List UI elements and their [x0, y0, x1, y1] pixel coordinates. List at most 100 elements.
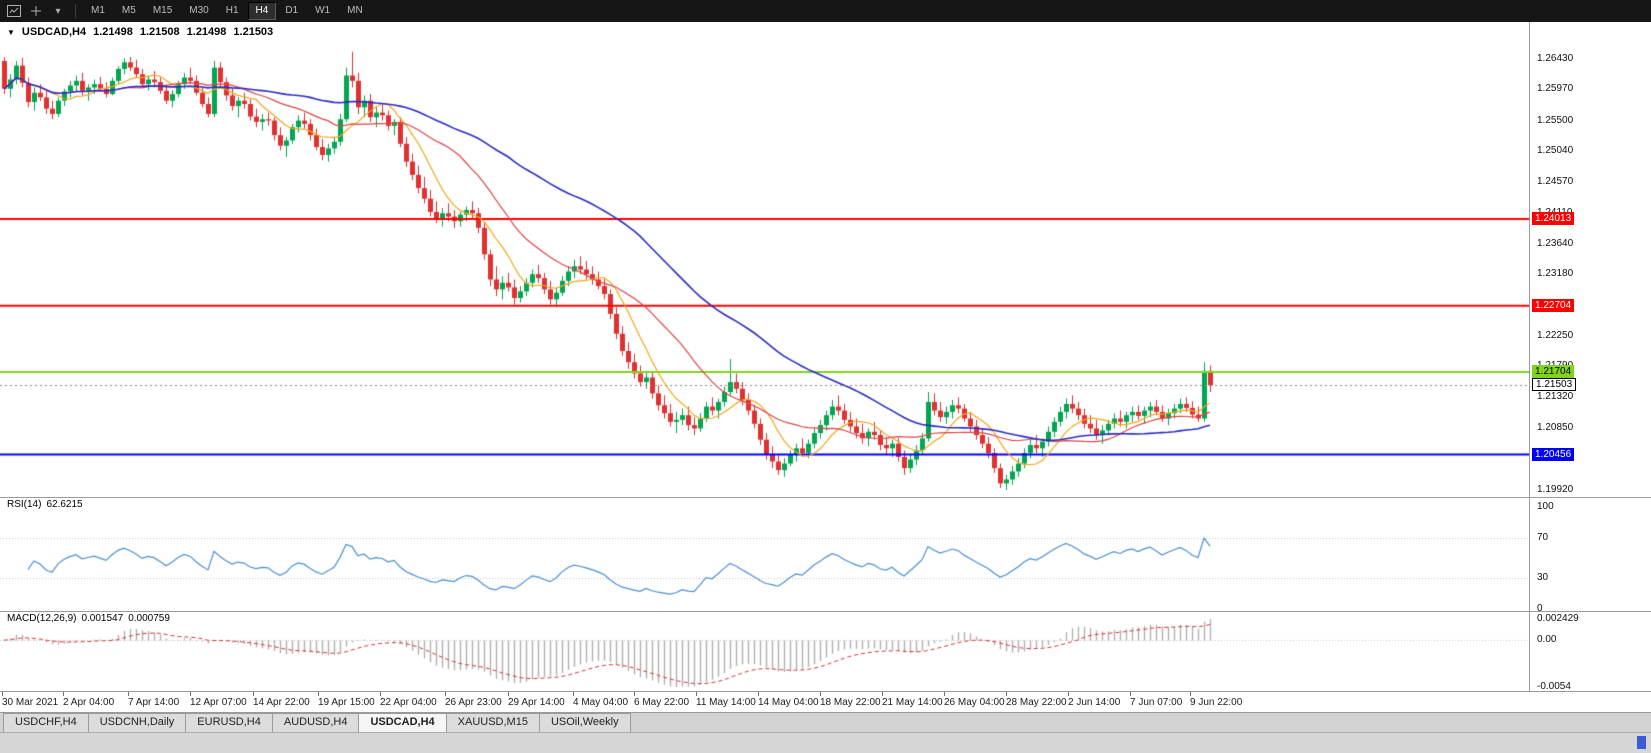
rsi-title: RSI(14) — [7, 499, 42, 510]
time-axis-tick — [128, 692, 129, 696]
time-axis-tick — [508, 692, 509, 696]
time-axis-label: 4 May 04:00 — [573, 697, 629, 708]
time-axis-tick — [445, 692, 446, 696]
macd-title: MACD(12,26,9) — [7, 613, 77, 624]
time-axis-tick — [63, 692, 64, 696]
price-axis-label: 1.19920 — [1537, 484, 1574, 496]
rsi-axis-label: 0 — [1537, 603, 1543, 614]
chart-title: ▼ USDCAD,H4 1.21498 1.21508 1.21498 1.21… — [7, 26, 273, 38]
pane-separator[interactable] — [0, 611, 1651, 612]
macd-axis-label: -0.0054 — [1537, 681, 1571, 692]
time-axis-label: 2 Apr 04:00 — [63, 697, 115, 708]
timeframe-group: M1 M5 M15 M30 H1 H4 D1 W1 MN — [83, 2, 371, 20]
time-axis-label: 7 Apr 14:00 — [128, 697, 180, 708]
time-axis-label: 11 May 14:00 — [696, 697, 756, 708]
symbol-collapse-icon[interactable]: ▼ — [7, 27, 15, 37]
chart-symbol: USDCAD,H4 — [21, 26, 87, 38]
chart-tab-eurusd[interactable]: EURUSD,H4 — [185, 713, 273, 732]
price-scale-divider — [1529, 22, 1530, 691]
rsi-canvas[interactable] — [0, 498, 1529, 611]
time-axis-tick — [1130, 692, 1131, 696]
status-bar — [0, 732, 1651, 753]
time-axis-tick — [696, 692, 697, 696]
quote-open: 1.21498 — [93, 26, 133, 38]
timeframe-button-m1[interactable]: M1 — [91, 5, 105, 16]
time-axis-label: 14 Apr 22:00 — [253, 697, 310, 708]
pane-separator[interactable] — [0, 497, 1651, 498]
macd-axis-label: 0.002429 — [1537, 613, 1579, 624]
price-axis-label: 1.23180 — [1537, 268, 1574, 280]
macd-value-main: 0.001547 — [81, 613, 124, 624]
time-axis-tick — [190, 692, 191, 696]
macd-canvas[interactable] — [0, 612, 1529, 691]
quote-low: 1.21498 — [186, 26, 227, 38]
time-axis-label: 2 Jun 14:00 — [1068, 697, 1121, 708]
time-axis-tick — [758, 692, 759, 696]
price-axis-label: 1.26430 — [1537, 53, 1574, 64]
time-axis-label: 9 Jun 22:00 — [1190, 697, 1243, 708]
timeframe-button-m30[interactable]: M30 — [189, 5, 209, 16]
chart-glyph — [7, 5, 21, 17]
toolbar: ▾ M1 M5 M15 M30 H1 H4 D1 W1 MN — [0, 0, 1651, 22]
chart-tab-usdcad[interactable]: USDCAD,H4 — [358, 713, 447, 732]
rsi-label: RSI(14) 62.6215 — [7, 499, 83, 510]
hline-price-tag: 1.20456 — [1532, 447, 1575, 461]
rsi-axis-label: 70 — [1537, 531, 1549, 543]
price-axis-label: 1.22250 — [1537, 329, 1574, 341]
time-axis-label: 18 May 22:00 — [820, 697, 881, 708]
time-axis-tick — [2, 692, 3, 696]
time-axis-tick — [1006, 692, 1007, 696]
time-axis-tick — [882, 692, 883, 696]
time-axis-tick — [820, 692, 821, 696]
timeframe-button-m15[interactable]: M15 — [152, 5, 173, 16]
chart-tab-usdchf[interactable]: USDCHF,H4 — [3, 713, 89, 732]
time-axis-label: 28 May 22:00 — [1006, 697, 1067, 708]
quote-close: 1.21503 — [233, 26, 274, 38]
chart-tab-xauusd[interactable]: XAUUSD,M15 — [445, 713, 540, 732]
crosshair-icon[interactable] — [26, 2, 46, 20]
macd-label: MACD(12,26,9) 0.001547 0.000759 — [7, 613, 170, 624]
rsi-value: 62.6215 — [46, 499, 83, 510]
time-axis-label: 12 Apr 07:00 — [190, 697, 247, 708]
rsi-axis-label: 100 — [1537, 501, 1554, 512]
chart-tab-bar: USDCHF,H4 USDCNH,Daily EURUSD,H4 AUDUSD,H4 U… — [0, 712, 1651, 732]
time-axis-label: 19 Apr 15:00 — [318, 697, 375, 708]
price-axis-label: 1.20850 — [1537, 422, 1574, 434]
time-axis-label: 26 May 04:00 — [944, 697, 1005, 708]
price-axis-label: 1.25500 — [1537, 114, 1574, 126]
chart-tab-usdcnh[interactable]: USDCNH,Daily — [87, 713, 187, 732]
time-axis-label: 26 Apr 23:00 — [445, 697, 502, 708]
macd-value-signal: 0.000759 — [128, 613, 170, 624]
dropdown-arrow-icon[interactable]: ▾ — [55, 5, 61, 17]
time-axis-label: 6 May 22:00 — [634, 697, 690, 708]
price-axis-label: 1.23640 — [1537, 237, 1574, 249]
timeframe-button-h4[interactable]: H4 — [247, 2, 277, 20]
price-axis-label: 1.25970 — [1537, 83, 1574, 95]
timeframe-button-h1[interactable]: H1 — [225, 5, 239, 16]
price-axis-label: 1.25040 — [1537, 145, 1574, 157]
price-axis-label: 1.24570 — [1537, 176, 1574, 188]
timeframe-button-m5[interactable]: M5 — [121, 5, 136, 16]
time-axis-tick — [1068, 692, 1069, 696]
time-axis-tick — [573, 692, 574, 696]
chart-tab-usoil[interactable]: USOil,Weekly — [538, 713, 631, 732]
timeframe-button-w1[interactable]: W1 — [315, 5, 331, 16]
time-axis-tick — [944, 692, 945, 696]
time-axis-label: 21 May 14:00 — [882, 697, 943, 708]
price-axis-label: 1.21320 — [1537, 391, 1574, 403]
new-chart-icon[interactable] — [4, 2, 24, 20]
quote-high: 1.21508 — [139, 26, 180, 38]
time-axis-label: 22 Apr 04:00 — [380, 697, 437, 708]
timeframe-button-d1[interactable]: D1 — [285, 5, 299, 16]
timeframe-button-mn[interactable]: MN — [347, 5, 363, 16]
rsi-axis-label: 30 — [1537, 572, 1549, 584]
hline-price-tag: 1.22704 — [1532, 298, 1575, 312]
time-axis-label: 30 Mar 2021 — [2, 697, 59, 708]
status-indicator — [1637, 736, 1646, 749]
hline-price-tag: 1.24013 — [1532, 212, 1575, 226]
time-axis-tick — [318, 692, 319, 696]
time-axis-label: 29 Apr 14:00 — [508, 697, 565, 708]
chart-tab-audusd[interactable]: AUDUSD,H4 — [271, 713, 360, 732]
crosshair-glyph — [31, 6, 41, 16]
main-chart-canvas[interactable] — [0, 22, 1529, 497]
